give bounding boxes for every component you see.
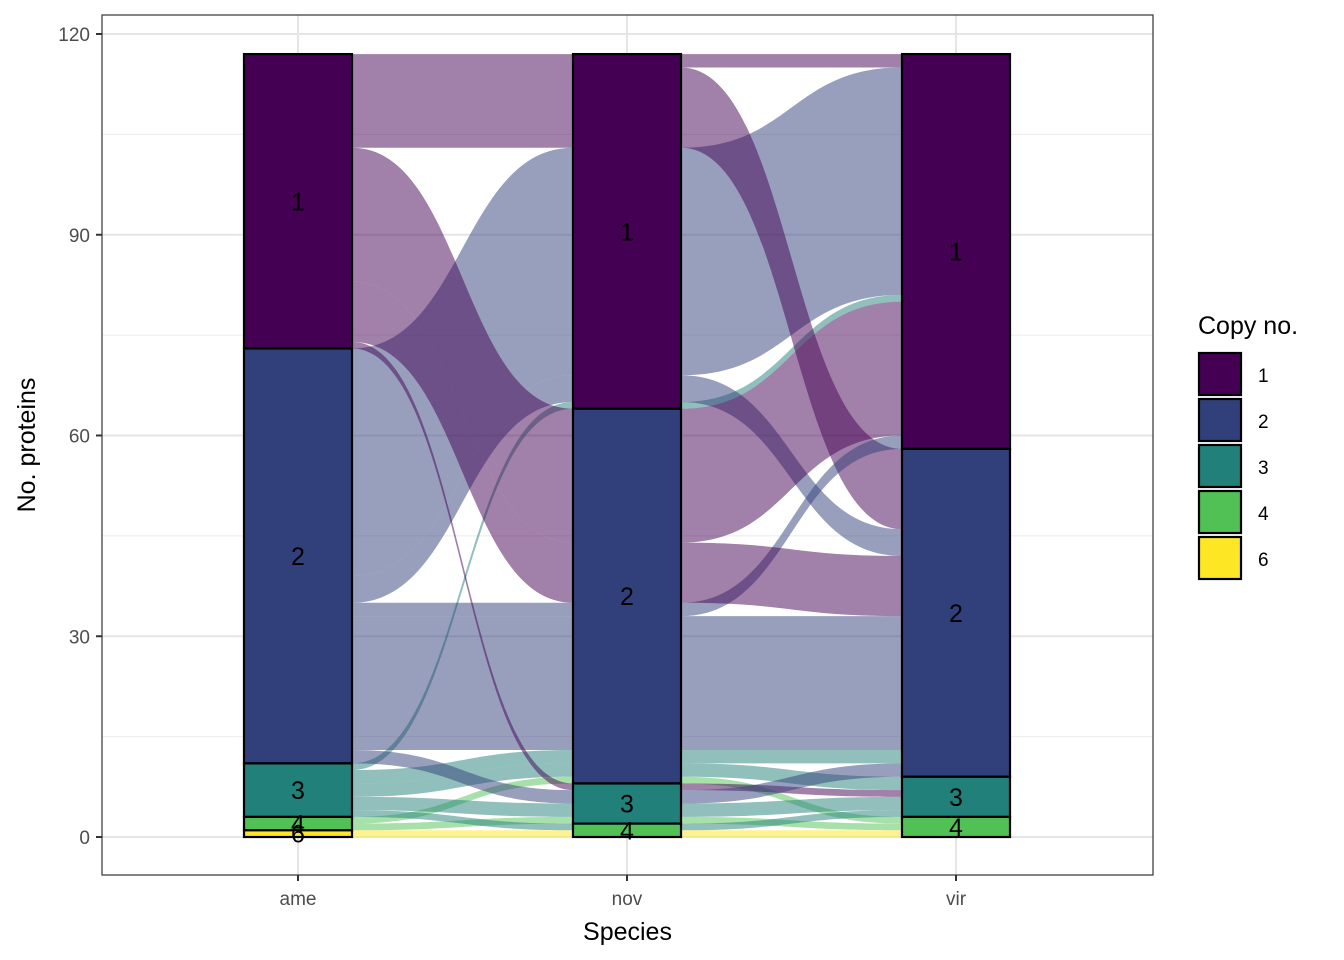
stratum-ame-2 bbox=[242, 347, 354, 765]
stratum-label: 1 bbox=[620, 218, 634, 246]
stratum-vir-1 bbox=[900, 52, 1012, 450]
stratum-vir-4 bbox=[900, 815, 1012, 839]
stratum-nov-1 bbox=[571, 52, 683, 410]
y-tick-label: 30 bbox=[69, 627, 90, 648]
flow-ame-nov bbox=[352, 616, 573, 751]
flow-nov-vir bbox=[681, 816, 902, 831]
y-tick-label: 120 bbox=[58, 25, 90, 46]
stratum-label: 2 bbox=[620, 583, 634, 611]
flows bbox=[352, 54, 902, 837]
flow-nov-vir bbox=[681, 810, 902, 831]
x-axis: ame nov vir bbox=[280, 875, 967, 910]
legend-key-3 bbox=[1197, 443, 1243, 489]
stratum-vir-3 bbox=[900, 775, 1012, 819]
stratum-label: 2 bbox=[291, 543, 305, 571]
stratum-label: 6 bbox=[291, 821, 305, 849]
stratum-label: 4 bbox=[949, 814, 963, 842]
legend-label: 2 bbox=[1258, 412, 1269, 433]
flow-nov-vir bbox=[681, 54, 902, 68]
legend-key-6 bbox=[1197, 535, 1243, 581]
flow-ame-nov bbox=[352, 67, 573, 148]
flow-nov-vir bbox=[681, 776, 902, 824]
flow-ame-nov bbox=[352, 796, 573, 817]
stratum-ame-1 bbox=[242, 52, 354, 350]
flow-nov-vir bbox=[681, 294, 902, 409]
stratum-label: 1 bbox=[949, 238, 963, 266]
strata bbox=[242, 52, 1012, 839]
stratum-ame-6 bbox=[242, 829, 354, 839]
flow-ame-nov bbox=[352, 602, 573, 617]
y-axis-title: No. proteins bbox=[13, 378, 41, 513]
y-tick-label: 60 bbox=[69, 427, 90, 448]
y-tick-label: 0 bbox=[79, 828, 90, 849]
stratum-label: 2 bbox=[949, 600, 963, 628]
legend-key-4 bbox=[1197, 489, 1243, 535]
x-tick-label: vir bbox=[946, 889, 967, 910]
flow-ame-nov bbox=[352, 54, 573, 68]
flow-ame-nov bbox=[352, 830, 573, 837]
legend: Copy no. 1 2 3 4 6 bbox=[1197, 312, 1298, 581]
legend-key-1 bbox=[1197, 351, 1243, 397]
x-tick-label: ame bbox=[280, 889, 317, 910]
stratum-nov-4 bbox=[571, 822, 683, 839]
flow-nov-vir bbox=[681, 435, 902, 617]
stratum-ame-3 bbox=[242, 762, 354, 819]
flow-ame-nov bbox=[352, 816, 573, 831]
flow-ame-nov bbox=[352, 776, 573, 824]
legend-title: Copy no. bbox=[1198, 312, 1298, 340]
flow-ame-nov bbox=[352, 402, 573, 771]
x-axis-title: Species bbox=[583, 918, 672, 946]
flow-nov-vir bbox=[681, 301, 902, 543]
stratum-label: 3 bbox=[620, 791, 634, 819]
flow-ame-nov bbox=[352, 147, 573, 543]
y-axis: 0 30 60 90 120 bbox=[58, 25, 102, 849]
flow-nov-vir bbox=[681, 763, 902, 804]
stratum-nov-2 bbox=[571, 407, 683, 785]
flow-nov-vir bbox=[681, 750, 902, 764]
flow-nov-vir bbox=[681, 616, 902, 751]
stratum-vir-2 bbox=[900, 447, 1012, 778]
flow-ame-nov bbox=[352, 375, 573, 603]
stratum-label: 4 bbox=[291, 811, 305, 839]
flow-nov-vir bbox=[681, 542, 902, 617]
flow-ame-nov bbox=[352, 341, 573, 791]
legend-key-2 bbox=[1197, 397, 1243, 443]
flow-ame-nov bbox=[352, 281, 573, 603]
flow-ame-nov bbox=[352, 810, 573, 831]
flow-nov-vir bbox=[681, 796, 902, 817]
flow-ame-nov bbox=[352, 750, 573, 784]
stratum-label: 1 bbox=[291, 188, 305, 216]
legend-label: 4 bbox=[1258, 504, 1269, 525]
stratum-label: 4 bbox=[620, 817, 634, 845]
stratum-label: 3 bbox=[291, 777, 305, 805]
flow-nov-vir bbox=[681, 830, 902, 837]
y-tick-label: 90 bbox=[69, 226, 90, 247]
legend-label: 1 bbox=[1258, 366, 1269, 387]
stratum-label: 3 bbox=[949, 784, 963, 812]
flow-ame-nov bbox=[352, 750, 573, 804]
legend-label: 3 bbox=[1258, 458, 1269, 479]
legend-label: 6 bbox=[1258, 550, 1269, 571]
x-tick-label: nov bbox=[612, 889, 643, 910]
